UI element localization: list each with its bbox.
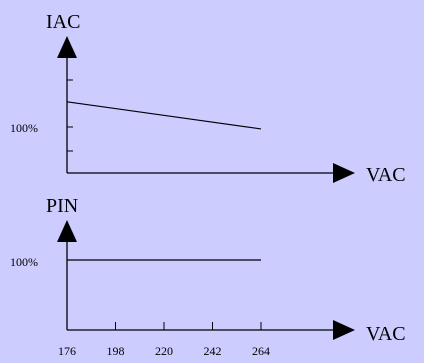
pin-x-tick-label: 198 [107, 344, 125, 358]
pin-y-axis-arrowhead [57, 220, 77, 242]
pin-x-ticks: 176 198 220 242 264 [58, 322, 270, 358]
pin-y-axis-label: PIN [46, 195, 78, 217]
iac-x-axis-arrowhead [333, 163, 355, 183]
iac-x-axis-label: VAC [366, 164, 406, 186]
pin-x-tick-label: 264 [252, 344, 270, 358]
pin-y-tick-label-100: 100% [10, 255, 38, 269]
pin-x-tick-label: 220 [155, 344, 173, 358]
iac-series [66, 101, 262, 130]
pin-x-tick-label: 242 [204, 344, 222, 358]
iac-y-tick-label-100: 100% [10, 121, 38, 135]
iac-y-axis-arrowhead [57, 36, 77, 58]
pin-x-tick-label: 176 [58, 344, 76, 358]
pin-x-axis-arrowhead [333, 320, 355, 340]
iac-series-line [66, 101, 262, 130]
pin-x-axis-label: VAC [366, 323, 406, 345]
iac-y-axis-label: IAC [46, 11, 80, 33]
